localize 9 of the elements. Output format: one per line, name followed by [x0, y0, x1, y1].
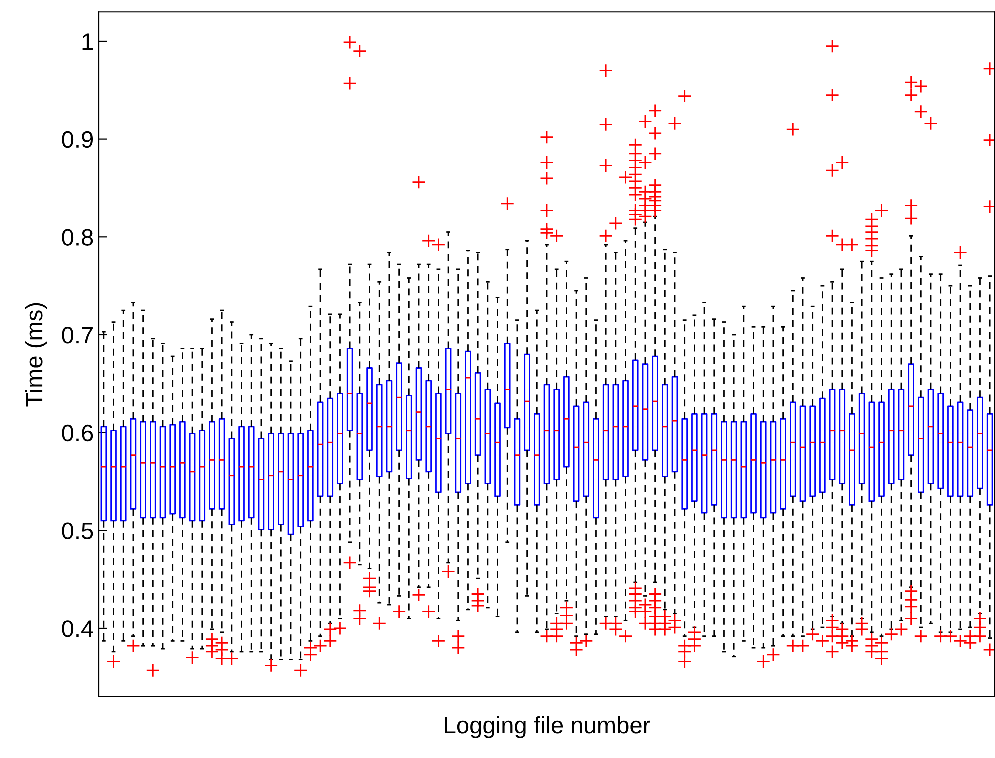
- y-tick-label: 0.9: [62, 131, 94, 148]
- y-tick-label: 1: [82, 34, 93, 50]
- y-axis-title: Time (ms): [25, 303, 48, 407]
- y-tick-label: 0.7: [62, 327, 93, 344]
- y-tick-label: 0.8: [62, 229, 94, 246]
- x-axis-title: Logging file number: [445, 716, 650, 738]
- y-tick-label: 0.4: [62, 620, 94, 638]
- y-tick-label: 0.6: [62, 424, 94, 442]
- y-tick-label: 0.5: [62, 522, 94, 540]
